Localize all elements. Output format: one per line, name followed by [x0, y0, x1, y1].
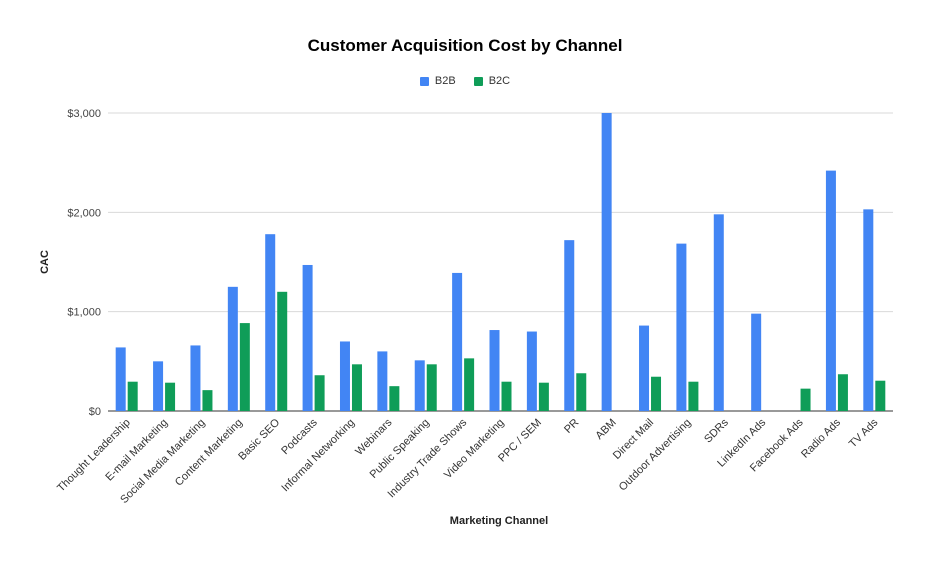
bar-b2b: [526, 331, 537, 411]
bar-b2c: [688, 381, 699, 411]
bar-b2c: [202, 390, 213, 411]
bar-b2c: [875, 380, 886, 411]
bar-b2b: [639, 325, 650, 411]
bar-b2c: [127, 381, 138, 411]
bar-b2b: [153, 361, 164, 411]
bar-b2b: [302, 264, 313, 411]
bar-b2c: [239, 323, 250, 411]
bar-b2c: [314, 375, 325, 411]
bar-b2b: [414, 360, 425, 411]
y-tick-label: $3,000: [67, 108, 101, 120]
legend-label-b2c: B2C: [488, 75, 511, 87]
x-tick-label: Outdoor Advertising: [617, 417, 694, 494]
bar-b2b: [751, 313, 762, 411]
x-tick-label: Thought Leadership: [55, 417, 133, 495]
bar-b2b: [676, 243, 687, 411]
legend-swatch-b2b: [419, 76, 429, 86]
bar-b2c: [351, 364, 362, 411]
x-tick-label: PR: [562, 417, 581, 436]
chart-title: Customer Acquisition Cost by Channel: [307, 36, 623, 55]
bar-b2c: [800, 388, 811, 411]
bar-b2c: [426, 364, 437, 411]
legend-label-b2b: B2B: [434, 75, 456, 87]
bar-b2b: [190, 345, 201, 411]
bar-b2c: [576, 373, 587, 411]
bar-b2b: [564, 240, 575, 411]
y-tick-label: $2,000: [67, 207, 101, 219]
x-tick-label: Informal Networking: [279, 417, 357, 495]
bar-b2b: [227, 286, 238, 411]
bar-b2c: [837, 374, 848, 411]
legend: B2B B2C: [0, 75, 930, 87]
bar-b2c: [464, 358, 475, 411]
x-tick-label: ABM: [593, 417, 618, 442]
bar-b2b: [863, 209, 874, 411]
bar-b2b: [339, 341, 350, 411]
bar-b2b: [825, 170, 836, 411]
y-tick-label: $0: [89, 406, 101, 418]
bar-b2c: [501, 381, 512, 411]
bar-b2b: [713, 214, 724, 411]
legend-item-b2c[interactable]: B2C: [473, 75, 511, 87]
bar-b2b: [601, 113, 612, 411]
x-axis-title: Marketing Channel: [450, 515, 548, 527]
bar-b2c: [277, 291, 288, 411]
x-tick-label: Content Marketing: [173, 417, 245, 489]
legend-swatch-b2c: [473, 76, 483, 86]
bar-b2c: [651, 376, 662, 411]
x-tick-label: SDRs: [702, 416, 731, 445]
legend-item-b2b[interactable]: B2B: [419, 75, 456, 87]
bar-b2b: [452, 272, 463, 411]
bar-b2b: [115, 347, 126, 411]
bar-b2c: [165, 382, 176, 411]
bar-b2c: [538, 382, 549, 411]
bar-b2c: [389, 386, 400, 411]
bar-b2b: [265, 234, 276, 411]
x-tick-label: Basic SEO: [236, 416, 282, 462]
y-axis-title: CAC: [39, 250, 51, 274]
bar-b2b: [489, 330, 500, 411]
y-tick-label: $1,000: [67, 307, 101, 319]
x-tick-label: TV Ads: [847, 416, 881, 450]
x-tick-label: Radio Ads: [799, 416, 843, 460]
bar-b2b: [377, 351, 388, 411]
